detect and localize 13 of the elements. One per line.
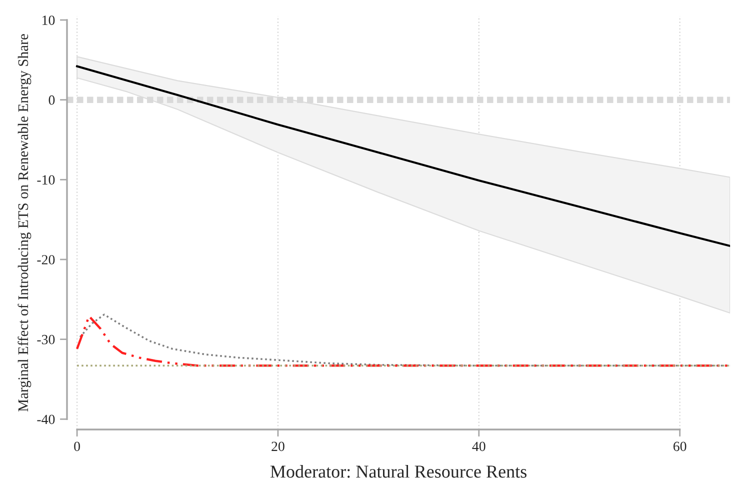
x-tick-label: 20 xyxy=(272,442,284,452)
y-tick-label: -10 xyxy=(37,175,55,185)
x-tick-label: 0 xyxy=(74,442,80,452)
y-tick-label: -40 xyxy=(37,414,55,424)
line-series xyxy=(76,65,730,247)
x-axis-title: Moderator: Natural Resource Rents xyxy=(270,465,526,478)
y-axis-title: Marginal Effect of Introducing ETS on Renewable Energy Share xyxy=(18,34,32,412)
x-tick-label: 60 xyxy=(673,442,686,452)
y-tick-label: 0 xyxy=(48,95,55,105)
y-tick-label: 10 xyxy=(42,16,55,25)
x-tick-label: 40 xyxy=(472,442,486,452)
y-tick-label: -30 xyxy=(37,334,55,344)
y-tick-label: -20 xyxy=(37,255,55,264)
